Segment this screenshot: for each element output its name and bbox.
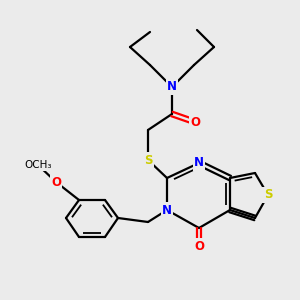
Text: OCH₃: OCH₃ xyxy=(24,160,52,170)
Text: S: S xyxy=(264,188,272,202)
Text: S: S xyxy=(144,154,152,166)
Text: N: N xyxy=(194,157,204,169)
Text: N: N xyxy=(167,80,177,94)
Text: O: O xyxy=(194,239,204,253)
Text: O: O xyxy=(51,176,61,188)
Text: N: N xyxy=(162,203,172,217)
Text: O: O xyxy=(190,116,200,128)
